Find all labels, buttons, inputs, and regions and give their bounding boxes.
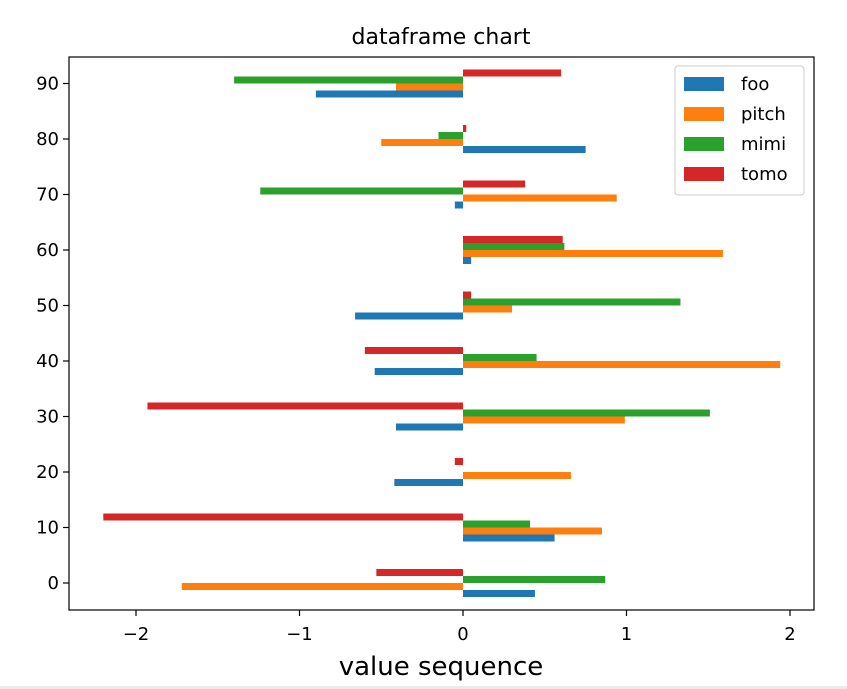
bar-mimi-30 xyxy=(463,409,710,417)
bar-foo-50 xyxy=(355,312,463,320)
bar-pitch-50 xyxy=(463,305,513,313)
bar-mimi-80 xyxy=(438,132,463,139)
bar-foo-80 xyxy=(463,146,586,153)
x-axis: −2 −1 0 1 2 xyxy=(123,610,796,645)
bar-mimi-10 xyxy=(463,520,531,528)
x-tick-label: −1 xyxy=(286,624,313,645)
legend-label: foo xyxy=(741,74,769,95)
bar-tomo-90 xyxy=(463,69,562,77)
y-tick-label: 80 xyxy=(36,129,59,150)
bar-foo-60 xyxy=(463,257,472,264)
legend-label: pitch xyxy=(741,104,786,125)
bar-foo-70 xyxy=(454,201,463,209)
bar-tomo-20 xyxy=(454,458,463,465)
bar-foo-0 xyxy=(463,590,535,597)
legend-label: mimi xyxy=(741,134,786,155)
bar-pitch-0 xyxy=(181,583,463,590)
y-tick-label: 40 xyxy=(36,351,59,372)
y-tick-label: 30 xyxy=(36,407,59,428)
x-axis-label: value sequence xyxy=(339,652,544,682)
bar-mimi-50 xyxy=(463,298,681,306)
legend-swatch-pitch xyxy=(684,107,724,121)
bar-mimi-40 xyxy=(463,354,537,361)
x-tick-label: 1 xyxy=(621,624,632,645)
legend-swatch-tomo xyxy=(684,167,724,181)
bars-group xyxy=(103,69,781,597)
bar-tomo-10 xyxy=(103,513,464,521)
bar-pitch-40 xyxy=(463,361,781,368)
window-bottom-strip xyxy=(0,686,847,689)
bar-mimi-70 xyxy=(260,187,463,195)
y-axis: 0 10 20 30 40 50 60 70 80 90 xyxy=(36,74,69,594)
bar-tomo-50 xyxy=(463,291,472,299)
bar-pitch-70 xyxy=(463,194,617,202)
bar-pitch-20 xyxy=(463,472,571,479)
bar-tomo-70 xyxy=(463,180,526,188)
bar-foo-90 xyxy=(315,90,463,98)
bar-pitch-10 xyxy=(463,527,602,535)
bar-foo-20 xyxy=(394,479,463,486)
bar-tomo-60 xyxy=(463,236,563,243)
chart-title: dataframe chart xyxy=(352,25,531,50)
bar-pitch-30 xyxy=(463,416,625,424)
y-tick-label: 0 xyxy=(48,573,59,594)
legend-label: tomo xyxy=(741,164,788,185)
y-tick-label: 10 xyxy=(36,518,59,539)
bar-tomo-30 xyxy=(147,402,463,410)
bar-pitch-80 xyxy=(381,139,463,146)
x-tick-label: 2 xyxy=(784,624,795,645)
bar-mimi-60 xyxy=(463,243,565,250)
legend-swatch-mimi xyxy=(684,137,724,151)
bar-pitch-60 xyxy=(463,250,723,257)
bar-foo-30 xyxy=(395,423,463,431)
bar-foo-40 xyxy=(374,368,463,375)
legend-swatch-foo xyxy=(684,77,724,91)
bar-foo-10 xyxy=(463,534,555,542)
plot-frame xyxy=(68,56,815,611)
y-tick-label: 50 xyxy=(36,296,59,317)
bar-mimi-90 xyxy=(234,76,463,84)
bar-tomo-80 xyxy=(463,125,467,132)
bar-mimi-0 xyxy=(463,576,606,583)
x-tick-label: −2 xyxy=(123,624,150,645)
y-tick-label: 60 xyxy=(36,240,59,261)
legend: foo pitch mimi tomo xyxy=(674,65,805,196)
y-tick-label: 70 xyxy=(36,185,59,206)
bar-tomo-40 xyxy=(364,347,463,354)
bar-tomo-0 xyxy=(376,569,463,576)
x-tick-label: 0 xyxy=(457,624,468,645)
y-tick-label: 90 xyxy=(36,74,59,95)
y-tick-label: 20 xyxy=(36,462,59,483)
legend-box xyxy=(674,65,805,196)
bar-pitch-90 xyxy=(395,83,463,91)
